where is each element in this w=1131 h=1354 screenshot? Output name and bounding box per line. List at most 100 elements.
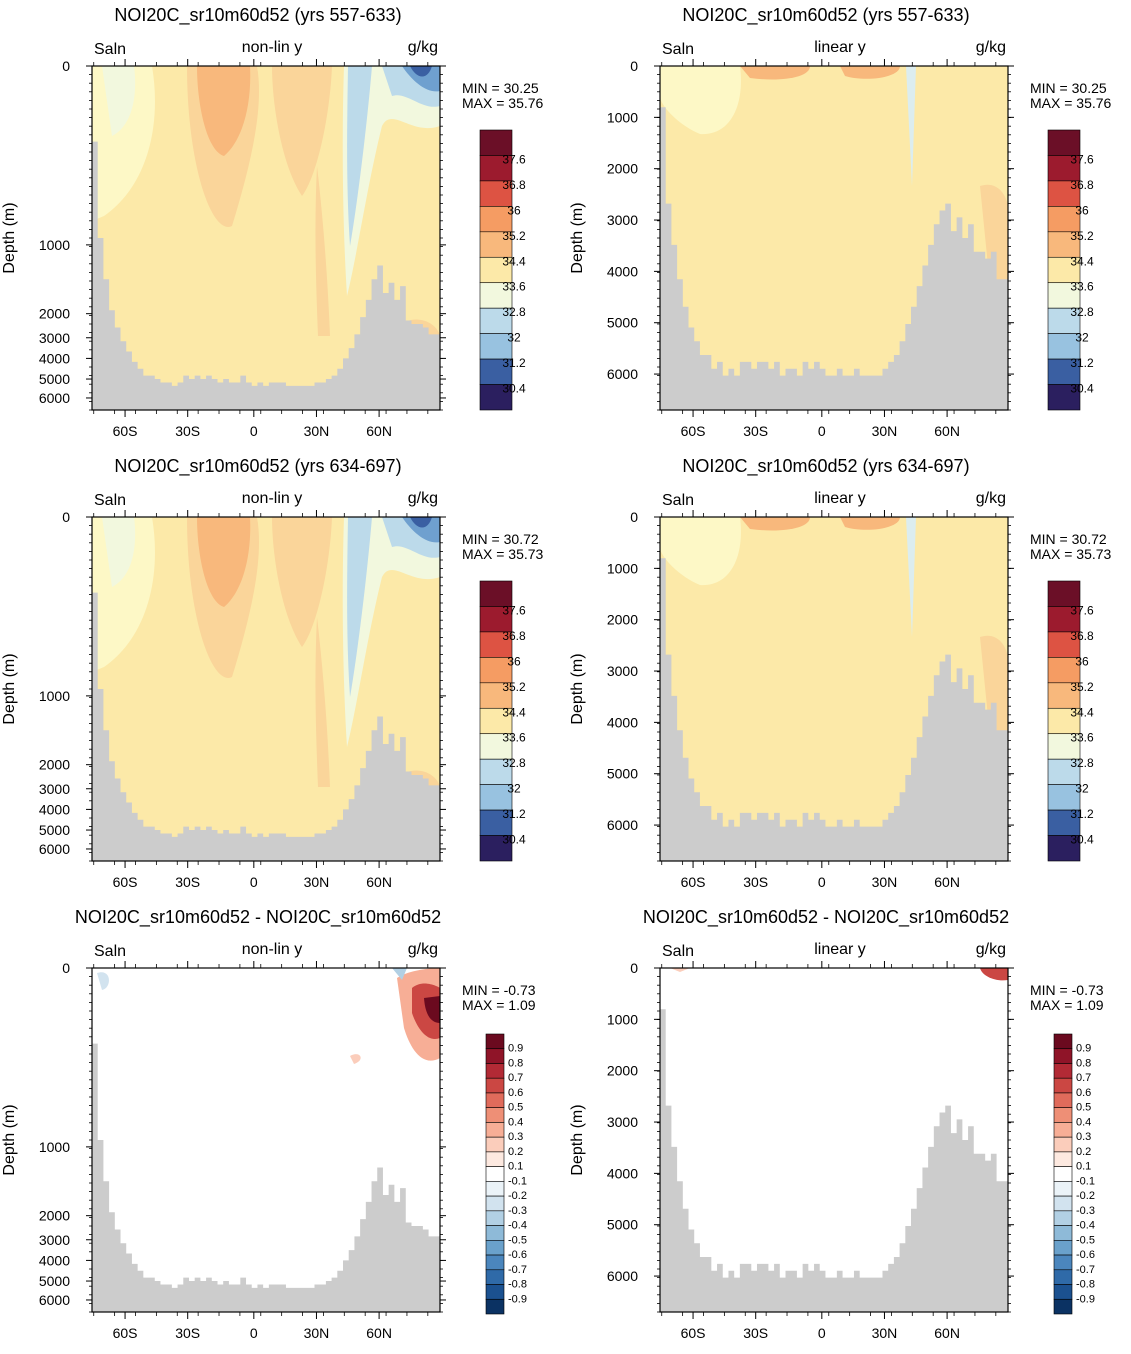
variable-label: Saln (662, 492, 694, 509)
colorbar-label: -0.9 (1076, 1293, 1095, 1305)
units-label: g/kg (976, 941, 1006, 958)
x-tick-label: 60S (681, 1325, 706, 1341)
colorbar-label: -0.9 (508, 1293, 527, 1305)
colorbar-swatch (1053, 1107, 1073, 1123)
colorbar-label: 0.1 (1076, 1161, 1091, 1173)
x-tick-label: 60S (681, 423, 706, 439)
colorbar: 0.9 0.8 0.7 0.6 0.5 0.4 0.3 0.2 0.1 -0.1 -0.2 -0.3 -… (1053, 1033, 1095, 1315)
field-contour (197, 66, 251, 156)
min-value-label: MIN = 30.25 (1030, 80, 1107, 96)
field-contour (392, 968, 407, 980)
y-tick-label: 0 (62, 58, 70, 74)
x-tick-label: 0 (818, 874, 826, 890)
colorbar-swatch (1053, 1092, 1073, 1108)
ocean-floor (92, 1043, 440, 1312)
y-tick-label: 1000 (607, 560, 638, 576)
field-contour (840, 66, 900, 79)
y-tick-label: 4000 (39, 801, 70, 817)
colorbar-label: 35.2 (502, 229, 526, 243)
panel-title: NOI20C_sr10m60d52 (yrs 634-697) (114, 456, 401, 477)
colorbar-label: 31.2 (502, 356, 526, 370)
y-tick-label: 4000 (607, 1165, 638, 1181)
y-tick-label: 1000 (39, 1139, 70, 1155)
ocean-floor (660, 1009, 1008, 1312)
field-contour (906, 517, 916, 637)
x-tick-label: 30S (743, 874, 768, 890)
colorbar-label: -0.4 (1076, 1220, 1095, 1232)
colorbar-swatch (485, 1284, 505, 1300)
colorbar-swatch (1047, 358, 1081, 385)
colorbar-swatch (479, 231, 513, 258)
x-tick-label: 30N (304, 874, 330, 890)
y-tick-label: 5000 (607, 315, 638, 331)
colorbar-swatch (479, 784, 513, 811)
colorbar-swatch (479, 606, 513, 633)
colorbar-swatch (1053, 1151, 1073, 1167)
colorbar-label: 0.4 (508, 1116, 523, 1128)
colorbar-swatch (1053, 1240, 1073, 1256)
y-tick-label: 4000 (607, 714, 638, 730)
x-tick-label: 30S (175, 1325, 200, 1341)
units-label: g/kg (408, 39, 438, 56)
y-axis-label: Depth (m) (1, 653, 18, 724)
colorbar-label: 0.5 (508, 1102, 523, 1114)
colorbar-label: 0.9 (1076, 1043, 1091, 1055)
colorbar-label: 32.8 (502, 756, 526, 770)
colorbar-label: 0.2 (1076, 1146, 1091, 1158)
min-value-label: MIN = -0.73 (1030, 982, 1104, 998)
colorbar-swatch (1053, 1122, 1073, 1138)
max-value-label: MAX = 1.09 (462, 997, 536, 1013)
colorbar-label: -0.8 (1076, 1279, 1095, 1291)
axis-type-label: linear y (814, 490, 866, 507)
colorbar-swatch (1047, 333, 1081, 360)
colorbar-swatch (479, 835, 513, 862)
x-tick-label: 0 (818, 1325, 826, 1341)
y-tick-label: 4000 (39, 1252, 70, 1268)
colorbar-swatch (479, 631, 513, 658)
colorbar-swatch (1047, 282, 1081, 309)
y-tick-label: 2000 (39, 757, 70, 773)
ocean-floor (660, 107, 1008, 410)
colorbar-swatch (1053, 1033, 1073, 1050)
panel-title: NOI20C_sr10m60d52 (yrs 557-633) (114, 5, 401, 26)
colorbar-label: 31.2 (1070, 807, 1094, 821)
colorbar-swatch (1053, 1136, 1073, 1153)
y-axis-label: Depth (m) (1, 1104, 18, 1175)
colorbar-swatch (485, 1122, 505, 1138)
colorbar-label: 33.6 (502, 731, 526, 745)
y-tick-label: 6000 (607, 817, 638, 833)
colorbar-label: 34.4 (1070, 254, 1094, 268)
y-tick-label: 2000 (607, 612, 638, 628)
x-tick-label: 60S (113, 423, 138, 439)
colorbar-label: 34.4 (502, 705, 526, 719)
x-tick-label: 30S (175, 874, 200, 890)
variable-label: Saln (94, 943, 126, 960)
colorbar-label: 36 (507, 654, 521, 668)
panel-p4: NOI20C_sr10m60d52 (yrs 634-697) Saln linea… (569, 456, 1112, 890)
colorbar-swatch (485, 1298, 505, 1315)
variable-label: Saln (94, 41, 126, 58)
field-contour (315, 166, 330, 336)
colorbar-swatch (1053, 1254, 1073, 1271)
field-contour (97, 972, 109, 990)
y-tick-label: 3000 (607, 663, 638, 679)
colorbar-label: 37.6 (1070, 603, 1094, 617)
field-contour (424, 996, 440, 1023)
y-tick-label: 5000 (39, 1273, 70, 1289)
x-tick-label: 60N (366, 423, 392, 439)
colorbar-label: 35.2 (1070, 680, 1094, 694)
x-tick-label: 30S (743, 1325, 768, 1341)
field-contour (410, 66, 432, 77)
field-contour (402, 66, 440, 92)
colorbar-label: -0.6 (508, 1249, 527, 1261)
colorbar-label: 32.8 (1070, 305, 1094, 319)
max-value-label: MAX = 35.76 (462, 95, 544, 111)
field-contour (272, 66, 332, 196)
colorbar-swatch (1053, 1077, 1073, 1094)
variable-label: Saln (662, 41, 694, 58)
colorbar-swatch (485, 1048, 505, 1064)
colorbar-label: 36 (1075, 654, 1089, 668)
colorbar-label: 36.8 (502, 629, 526, 643)
colorbar-swatch (485, 1092, 505, 1108)
colorbar-swatch (479, 206, 513, 233)
